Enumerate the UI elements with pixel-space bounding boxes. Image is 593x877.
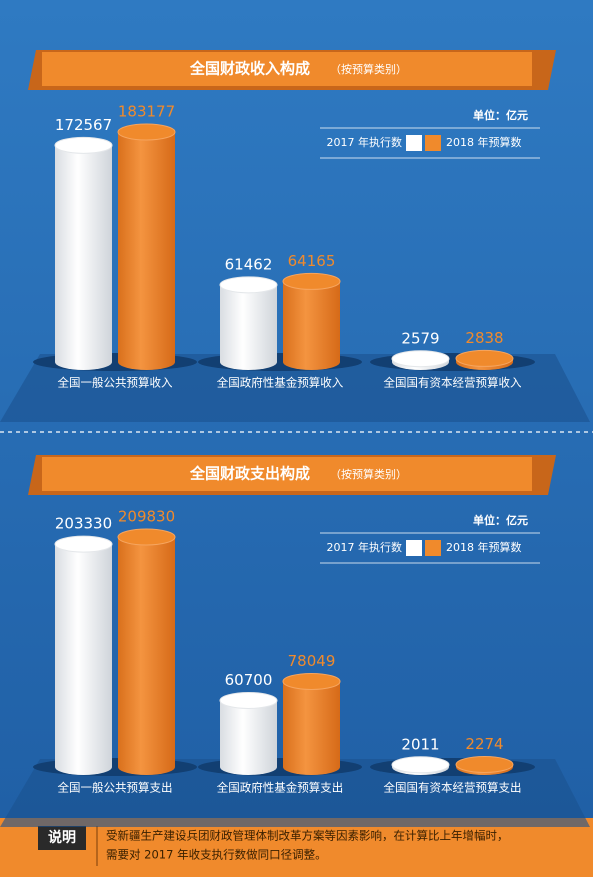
value-label: 78049 [288, 652, 336, 670]
bar-top [117, 528, 176, 546]
value-label: 60700 [225, 671, 273, 689]
bar-top [54, 535, 113, 553]
x-tick-label: 全国一般公共预算收入 [58, 376, 173, 390]
value-label: 61462 [225, 255, 273, 273]
bar-top [117, 123, 176, 141]
x-tick-label: 全国国有资本经营预算支出 [384, 781, 522, 795]
value-label: 2579 [401, 329, 439, 347]
bar [55, 145, 112, 370]
legend-label: 2017 年执行数 [327, 540, 403, 554]
note-label: 说明 [48, 829, 76, 846]
chart-title: 全国财政支出构成 [189, 465, 310, 483]
chart-subtitle: （按预算类别） [330, 467, 407, 481]
value-label: 209830 [118, 508, 175, 526]
note-bar [0, 818, 593, 877]
bar [283, 281, 340, 370]
x-tick-label: 全国国有资本经营预算收入 [384, 376, 522, 390]
value-label: 2011 [401, 735, 439, 753]
bar-top [219, 691, 278, 709]
note-text: 需要对 2017 年收支执行数做同口径调整。 [106, 848, 327, 862]
title-banner [42, 52, 532, 86]
unit-label: 单位：亿元 [473, 513, 528, 527]
legend-frame [320, 127, 540, 159]
legend-label: 2018 年预算数 [446, 540, 522, 554]
note-text: 受新疆生产建设兵团财政管理体制改革方案等因素影响，在计算比上年增幅时， [106, 829, 509, 843]
bar [118, 537, 175, 775]
bar [220, 284, 277, 370]
bar-top [391, 350, 450, 368]
note-label-bg [38, 826, 86, 850]
value-label: 203330 [55, 515, 112, 533]
value-label: 183177 [118, 103, 175, 121]
x-tick-label: 全国政府性基金预算收入 [217, 376, 344, 390]
title-banner [42, 457, 532, 491]
bar [283, 681, 340, 775]
unit-label: 单位：亿元 [473, 108, 528, 122]
legend-swatch [425, 135, 441, 151]
value-label: 2838 [465, 329, 503, 347]
legend-frame [320, 532, 540, 564]
chart-subtitle: （按预算类别） [330, 62, 407, 76]
value-label: 172567 [55, 116, 112, 134]
bar [220, 700, 277, 775]
legend-label: 2017 年执行数 [327, 135, 403, 149]
legend-swatch [406, 540, 422, 556]
legend-label: 2018 年预算数 [446, 135, 522, 149]
floor [0, 354, 590, 422]
value-label: 2274 [465, 735, 503, 753]
bar [55, 544, 112, 775]
bar-top [455, 349, 514, 367]
legend-swatch [406, 135, 422, 151]
bar-top [455, 756, 514, 774]
bar-top [282, 672, 341, 690]
bar-top [219, 276, 278, 294]
bar-top [54, 136, 113, 154]
legend-swatch [425, 540, 441, 556]
x-tick-label: 全国一般公共预算支出 [58, 781, 173, 795]
floor [0, 759, 590, 827]
bar-top [391, 756, 450, 774]
value-label: 64165 [288, 252, 336, 270]
chart-title: 全国财政收入构成 [189, 60, 310, 78]
bar [118, 132, 175, 370]
x-tick-label: 全国政府性基金预算支出 [217, 781, 344, 795]
bar-top [282, 272, 341, 290]
